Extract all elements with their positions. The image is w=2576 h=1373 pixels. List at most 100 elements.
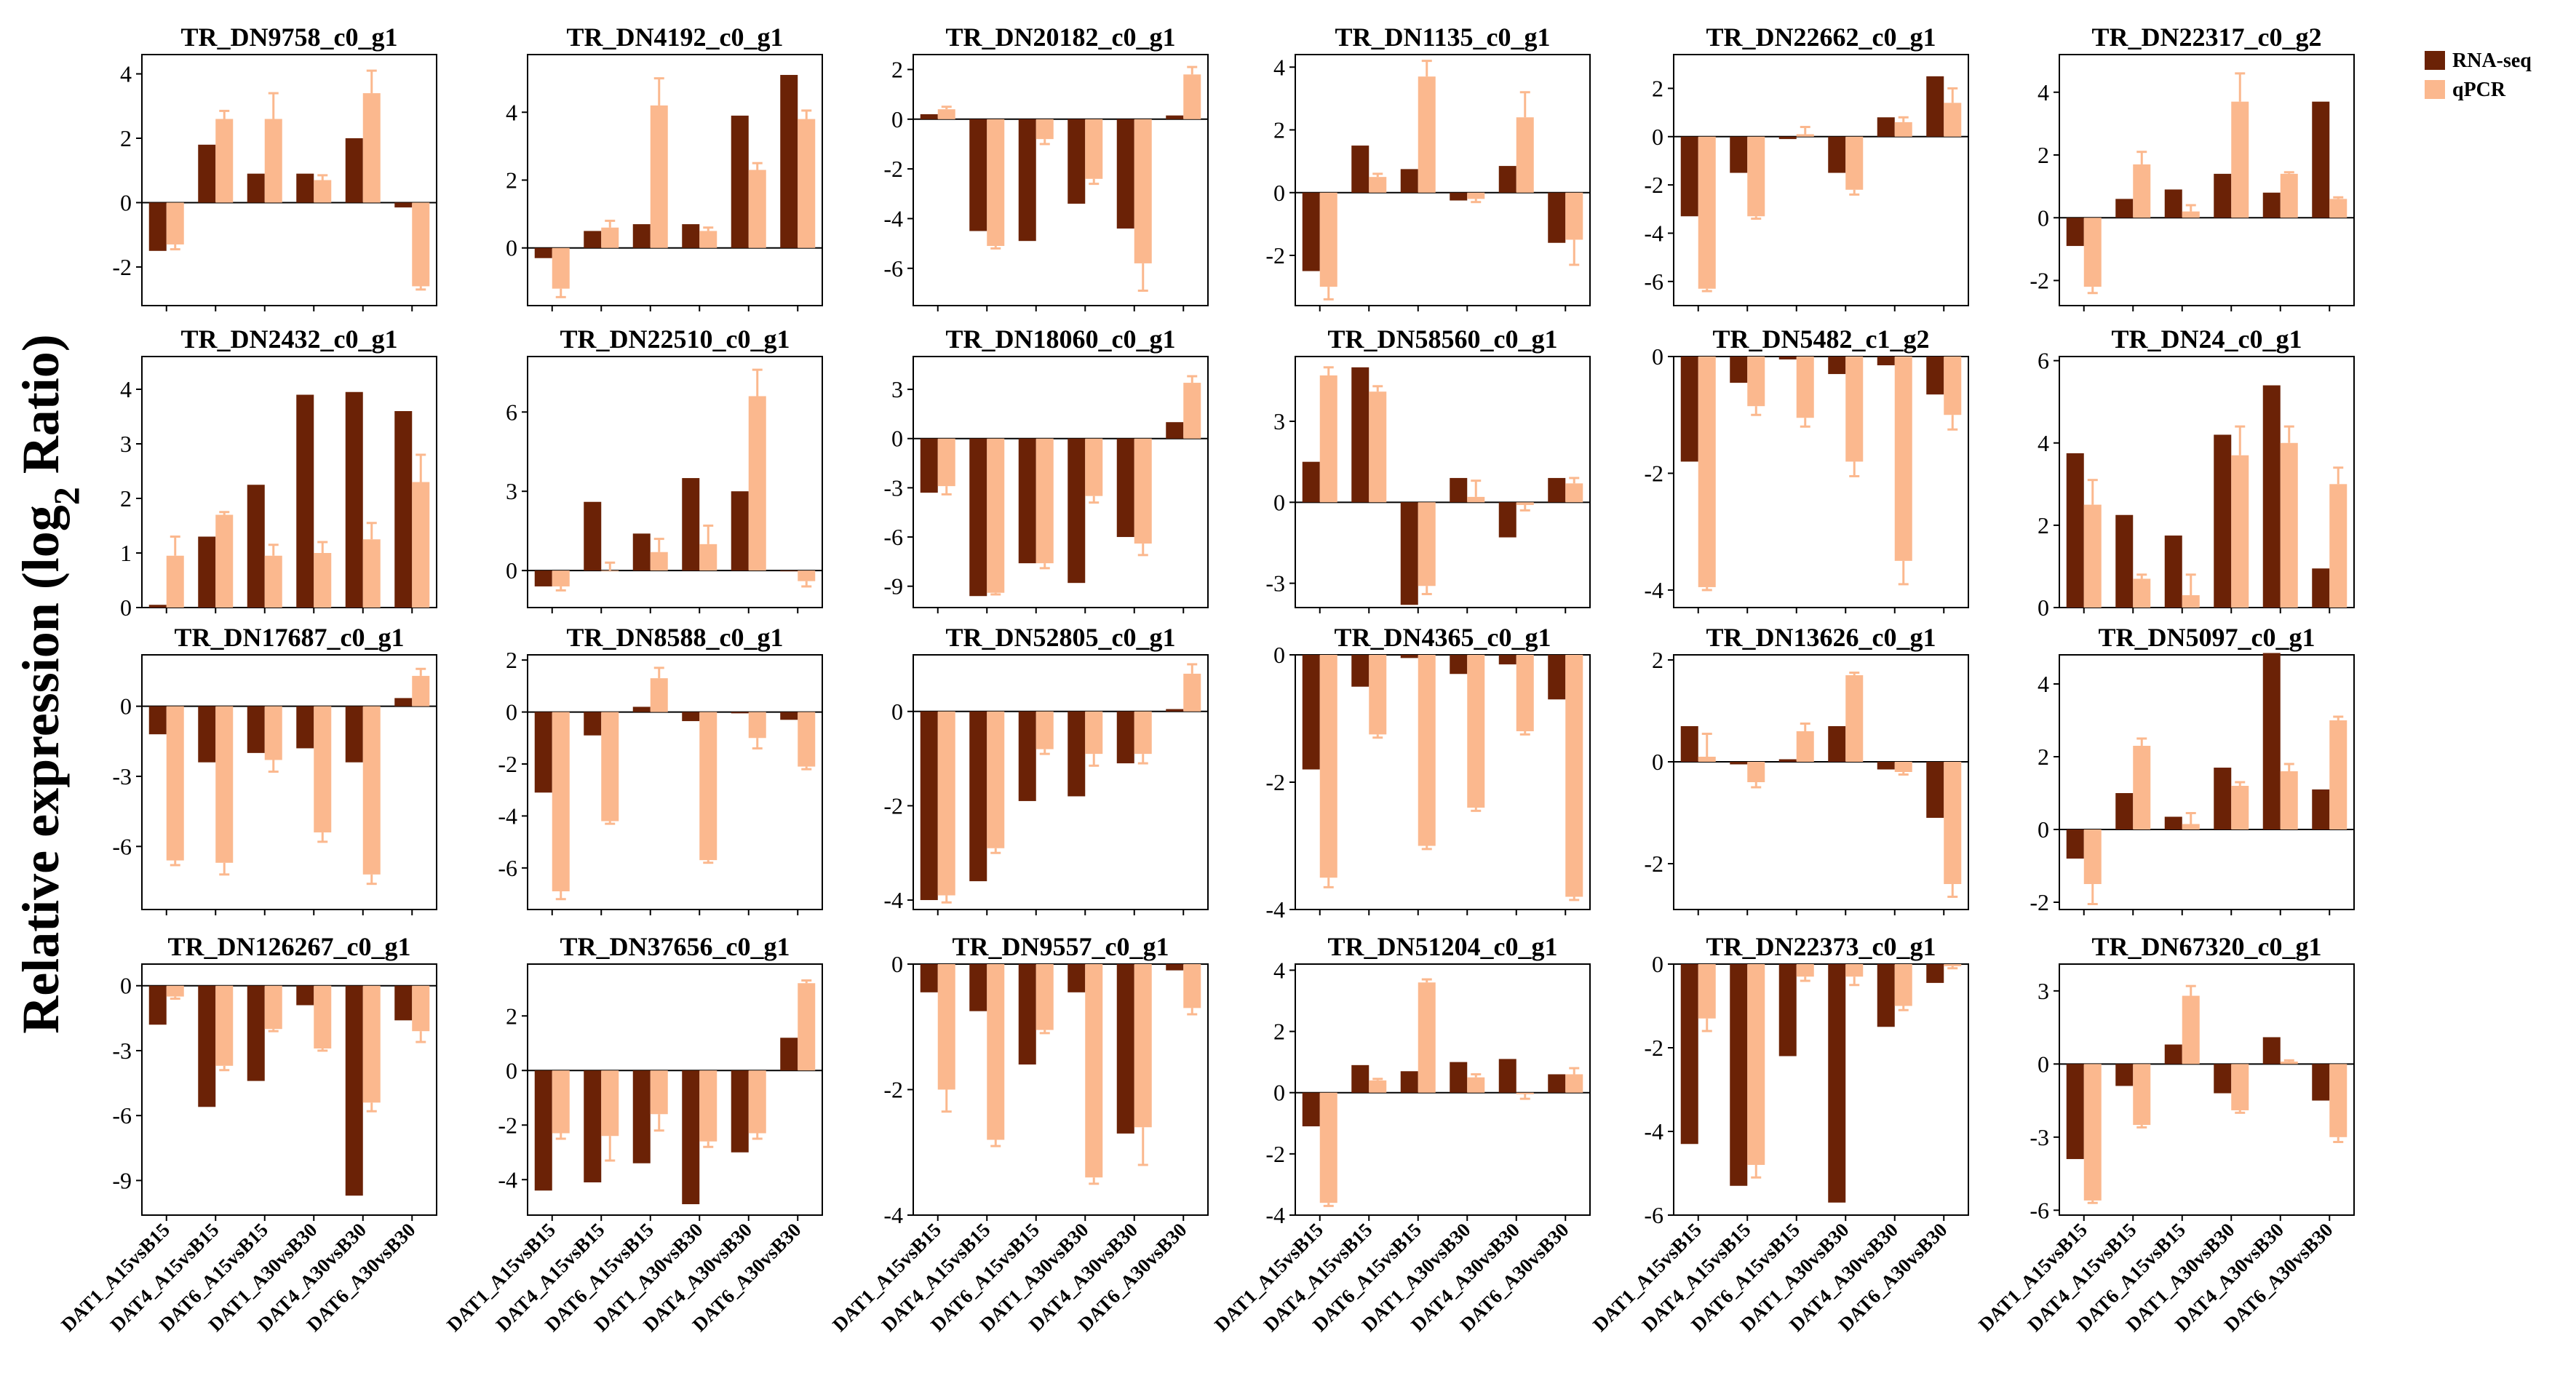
bar-rnaseq-DAT1_A15vsB15 [148, 605, 167, 608]
bar-rnaseq-DAT6_A15vsB15 [2164, 536, 2182, 608]
bar-rnaseq-DAT6_A30vsB30 [1926, 76, 1944, 137]
bar-qpcr-DAT1_A30vsB30 [1085, 438, 1103, 496]
bar-qpcr-DAT1_A30vsB30 [1845, 675, 1864, 762]
bar-rnaseq-DAT1_A30vsB30 [1828, 964, 1846, 1203]
y-tick-label: -4 [498, 1166, 517, 1193]
plot-frame [1673, 54, 1969, 306]
bar-rnaseq-DAT6_A15vsB15 [2164, 189, 2182, 218]
bar-rnaseq-DAT1_A15vsB15 [534, 712, 552, 793]
bar-rnaseq-DAT6_A15vsB15 [1400, 655, 1418, 658]
bar-rnaseq-DAT6_A30vsB30 [780, 570, 798, 572]
y-axis-label: Relative expression (log2 Ratio) [12, 334, 87, 1034]
bar-qpcr-DAT6_A30vsB30 [798, 712, 816, 767]
panel-title: TR_DN22373_c0_g1 [1706, 932, 1936, 961]
bar-qpcr-DAT4_A15vsB15 [987, 964, 1005, 1140]
bar-qpcr-DAT1_A15vsB15 [552, 712, 570, 891]
bar-rnaseq-DAT6_A15vsB15 [632, 707, 651, 712]
legend-swatch-rnaseq [2425, 51, 2445, 70]
y-tick-label: -6 [883, 255, 903, 282]
plot-frame [2059, 356, 2355, 608]
bar-qpcr-DAT4_A30vsB30 [362, 985, 381, 1103]
bar-qpcr-DAT1_A15vsB15 [552, 570, 570, 586]
bar-qpcr-DAT1_A15vsB15 [937, 711, 955, 896]
bar-rnaseq-DAT4_A30vsB30 [2262, 385, 2281, 608]
y-tick-label: -4 [1265, 896, 1285, 923]
bar-rnaseq-DAT1_A30vsB30 [296, 985, 314, 1006]
y-tick-label: -4 [1644, 577, 1663, 603]
chart-panels: TR_DN9758_c0_g1-2024TR_DN4192_c0_g1024TR… [57, 23, 2355, 1336]
panel-TR_DN22317_c0_g2: TR_DN22317_c0_g2 -2 0 2 4 [2030, 23, 2355, 311]
bar-qpcr-DAT6_A15vsB15 [1418, 982, 1436, 1093]
panel-title: TR_DN2432_c0_g1 [181, 325, 398, 354]
y-tick-label: 4 [120, 61, 132, 87]
y-tick-label: 0 [891, 426, 903, 452]
bar-qpcr-DAT4_A30vsB30 [1516, 655, 1534, 731]
panel-title: TR_DN126267_c0_g1 [168, 932, 411, 961]
bar-rnaseq-DAT1_A15vsB15 [920, 114, 938, 119]
y-tick-label: 0 [120, 189, 132, 215]
y-tick-label: -6 [112, 833, 132, 859]
bar-qpcr-DAT4_A15vsB15 [987, 711, 1005, 848]
bar-qpcr-DAT6_A30vsB30 [1183, 964, 1201, 1008]
plot-frame [1295, 54, 1591, 306]
bar-rnaseq-DAT4_A15vsB15 [198, 706, 216, 763]
plot-frame [913, 963, 1209, 1216]
y-tick-label: 0 [120, 693, 132, 720]
y-tick-label: -2 [2030, 268, 2049, 294]
plot-frame [2059, 54, 2355, 306]
y-tick-label: -4 [883, 1202, 903, 1228]
bar-rnaseq-DAT6_A15vsB15 [1778, 964, 1797, 1056]
bar-qpcr-DAT4_A15vsB15 [1747, 762, 1765, 782]
plot-frame [141, 963, 437, 1216]
panel-TR_DN1135_c0_g1: TR_DN1135_c0_g1 -2 0 2 4 [1265, 23, 1591, 311]
panel-TR_DN52805_c0_g1: TR_DN52805_c0_g1 -4 -2 0 [883, 623, 1209, 915]
panel-TR_DN20182_c0_g1: TR_DN20182_c0_g1 -6 -4 -2 0 2 [883, 23, 1209, 311]
bar-qpcr-DAT4_A30vsB30 [748, 712, 766, 739]
bar-qpcr-DAT1_A30vsB30 [1085, 964, 1103, 1178]
bar-rnaseq-DAT6_A30vsB30 [1926, 357, 1944, 395]
bar-qpcr-DAT4_A15vsB15 [601, 712, 619, 821]
bar-rnaseq-DAT6_A30vsB30 [780, 712, 798, 720]
bar-rnaseq-DAT6_A30vsB30 [780, 74, 798, 248]
panel-TR_DN4192_c0_g1: TR_DN4192_c0_g1 0 2 4 [506, 23, 823, 311]
bar-qpcr-DAT4_A30vsB30 [1894, 964, 1912, 1006]
bar-rnaseq-DAT1_A15vsB15 [148, 706, 167, 735]
bar-qpcr-DAT1_A15vsB15 [1698, 964, 1716, 1019]
bar-qpcr-DAT1_A30vsB30 [1085, 711, 1103, 755]
y-tick-label: 2 [1273, 117, 1285, 143]
bar-qpcr-DAT4_A30vsB30 [362, 706, 381, 875]
bar-qpcr-DAT6_A30vsB30 [412, 675, 430, 707]
bar-rnaseq-DAT4_A15vsB15 [198, 536, 216, 608]
bar-rnaseq-DAT1_A30vsB30 [1068, 119, 1086, 204]
bar-rnaseq-DAT1_A15vsB15 [148, 985, 167, 1025]
bar-rnaseq-DAT1_A30vsB30 [1068, 964, 1086, 992]
bar-qpcr-DAT4_A15vsB15 [987, 438, 1005, 593]
y-tick-label: 4 [1273, 54, 1285, 80]
y-tick-label: 2 [506, 167, 517, 194]
bar-qpcr-DAT1_A15vsB15 [1698, 757, 1716, 762]
bar-rnaseq-DAT6_A15vsB15 [1400, 1071, 1418, 1093]
bar-qpcr-DAT1_A15vsB15 [1319, 375, 1337, 503]
y-tick-label: 0 [1273, 1080, 1285, 1106]
plot-frame [141, 654, 437, 910]
panel-title: TR_DN37656_c0_g1 [560, 932, 790, 961]
panel-title: TR_DN9557_c0_g1 [953, 932, 1169, 961]
bar-rnaseq-DAT1_A30vsB30 [2214, 434, 2232, 608]
bar-qpcr-DAT6_A15vsB15 [264, 706, 282, 760]
y-tick-label: -3 [112, 763, 132, 789]
bar-rnaseq-DAT4_A30vsB30 [1116, 119, 1134, 229]
bar-qpcr-DAT6_A30vsB30 [1565, 483, 1583, 503]
y-tick-label: 4 [120, 376, 132, 402]
bar-rnaseq-DAT1_A30vsB30 [2214, 173, 2232, 218]
plot-frame [1673, 963, 1969, 1216]
y-tick-label: 2 [1273, 1019, 1285, 1045]
bar-qpcr-DAT6_A15vsB15 [1035, 964, 1054, 1030]
bar-rnaseq-DAT1_A15vsB15 [2066, 1064, 2084, 1159]
bar-qpcr-DAT1_A30vsB30 [699, 712, 717, 861]
y-tick-label: -4 [1265, 1202, 1285, 1228]
panel-TR_DN17687_c0_g1: TR_DN17687_c0_g1 -6 -3 0 [112, 623, 437, 915]
bar-rnaseq-DAT1_A30vsB30 [682, 478, 700, 571]
bar-rnaseq-DAT4_A30vsB30 [1877, 117, 1895, 137]
bar-qpcr-DAT1_A15vsB15 [1698, 136, 1716, 289]
bar-rnaseq-DAT1_A15vsB15 [534, 570, 552, 586]
